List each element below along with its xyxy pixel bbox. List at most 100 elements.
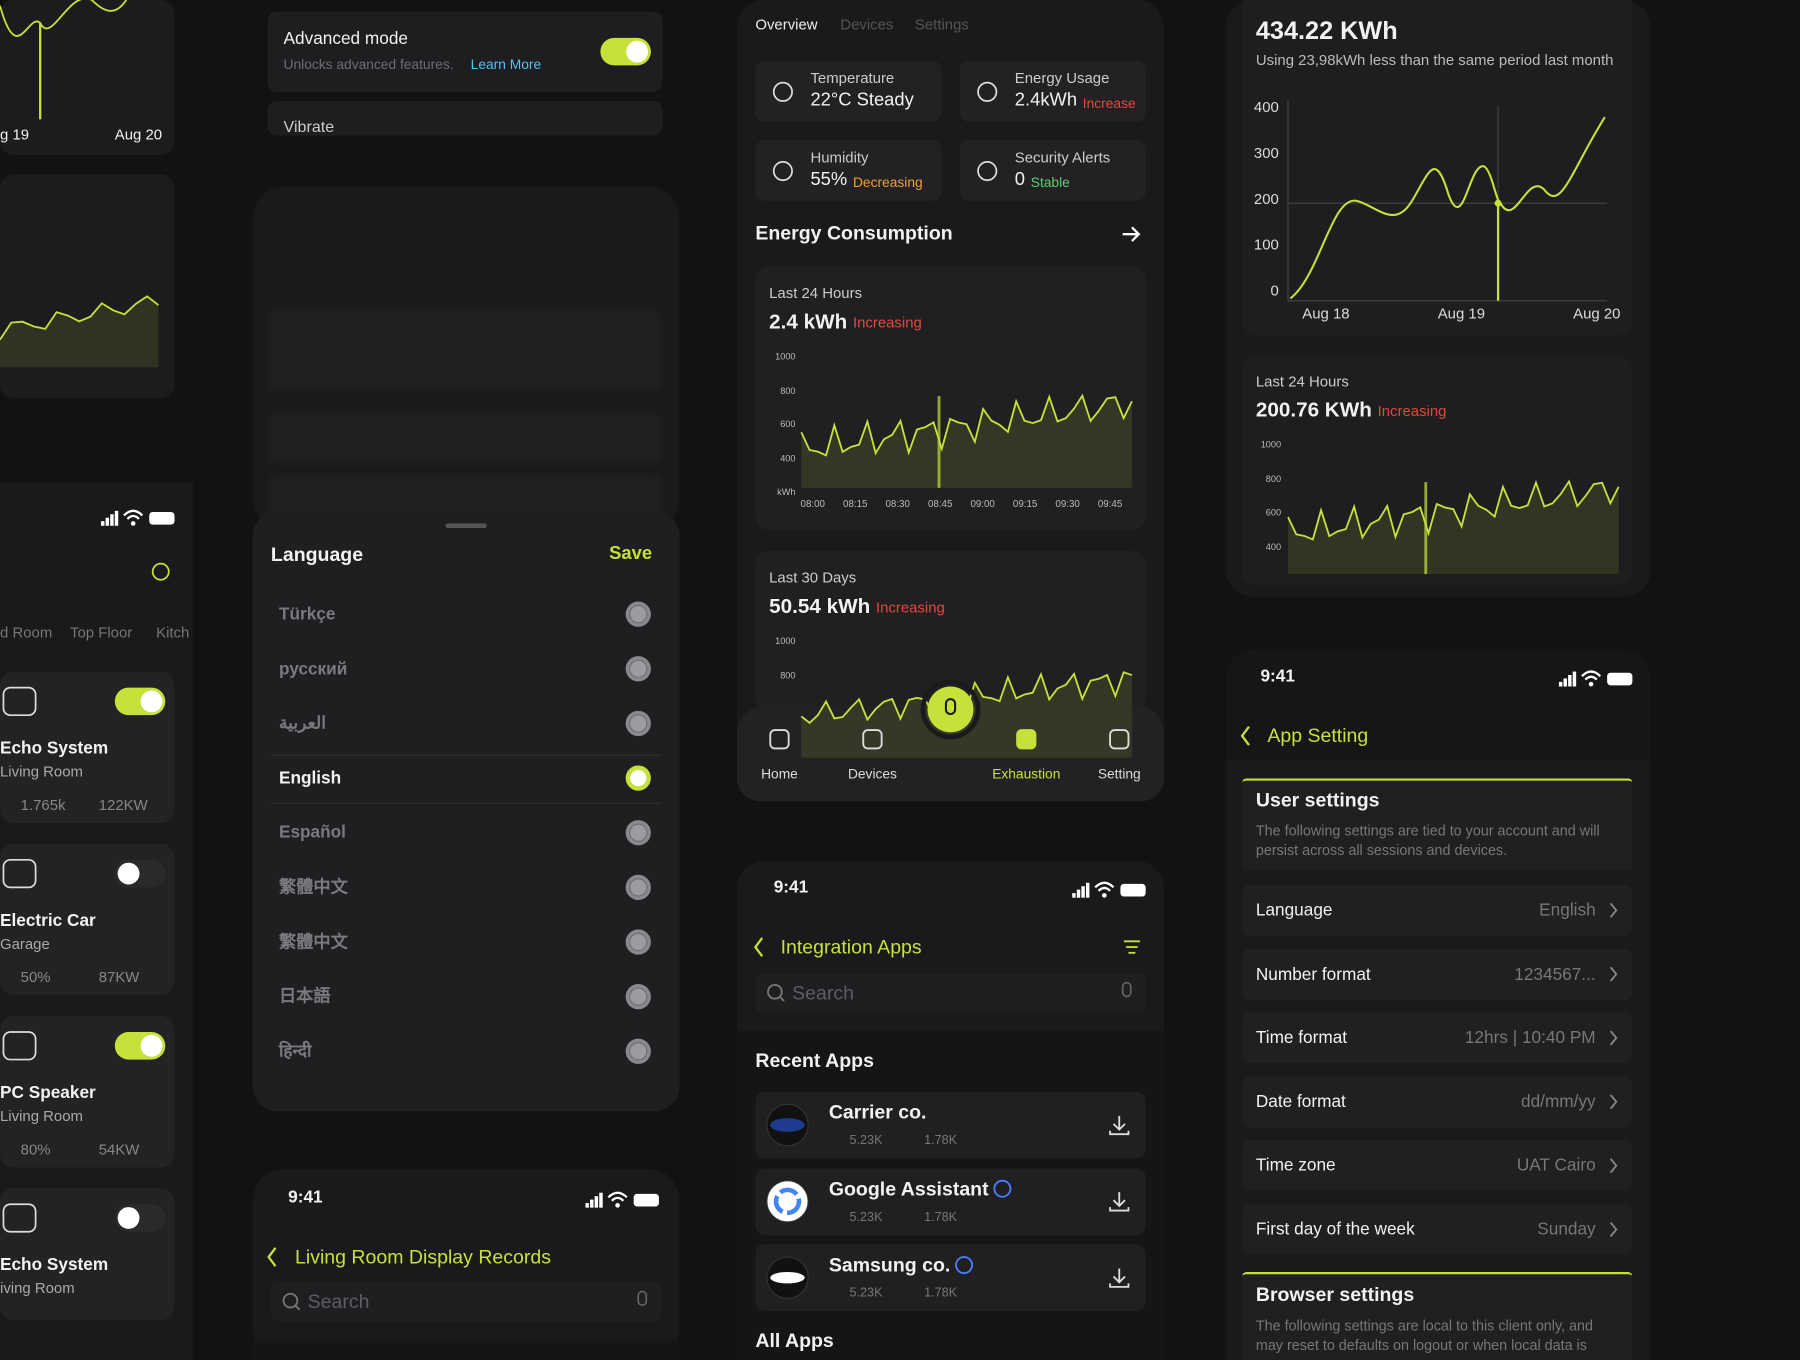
app-stat: 1.78K [924, 1133, 958, 1148]
chart-card [0, 174, 175, 399]
language-option[interactable]: Español [278, 822, 346, 843]
label: g 19 [0, 125, 30, 143]
signal-bar [105, 517, 110, 526]
energy-line-fill [801, 395, 1132, 488]
row-label[interactable]: Language [1255, 900, 1333, 921]
toggle-knob [117, 862, 140, 885]
nav-item[interactable]: Home [761, 765, 798, 782]
label: Last 24 Hours [1255, 372, 1349, 390]
y-tick-label: 400 [1265, 541, 1282, 552]
y-tick-label: kWh [777, 486, 796, 498]
row-value: Sunday [1537, 1219, 1596, 1240]
stat-label: Security Alerts [1014, 148, 1111, 166]
language-option[interactable]: 日本語 [278, 986, 331, 1007]
row-label[interactable]: Number format [1255, 964, 1371, 984]
search-icon [767, 984, 783, 1000]
section-title: Browser settings [1255, 1283, 1415, 1306]
chevron [1609, 1030, 1618, 1046]
device-name: Echo System [0, 1255, 109, 1275]
blurred-row [267, 309, 663, 391]
y-tick-label: 300 [1253, 144, 1279, 162]
tab[interactable]: Overview [755, 15, 818, 33]
tab: d Room [0, 623, 53, 642]
app-name: Google Assistant [828, 1177, 989, 1200]
setting-card [267, 11, 663, 92]
download-icon [1109, 1115, 1130, 1136]
chevron [1609, 966, 1618, 982]
settings-row [1242, 948, 1633, 1000]
y-tick-label: 1000 [1260, 439, 1282, 451]
energy-line [800, 393, 1133, 457]
language-option[interactable]: हिन्दी [278, 1041, 312, 1062]
device-room: Living Room [0, 762, 83, 781]
radio-inner [629, 932, 648, 952]
chevron [1609, 1158, 1618, 1174]
app-stat: 1.78K [924, 1286, 958, 1301]
language-option[interactable]: English [278, 768, 342, 788]
tab: Top Floor [70, 623, 133, 642]
mic-ring [920, 679, 981, 740]
x-tick-label: Aug 19 [1437, 304, 1486, 323]
download-icon [1109, 1192, 1130, 1212]
nav-item[interactable]: Setting [1097, 765, 1141, 782]
signal-bar [110, 514, 114, 526]
trend: Increasing [1377, 402, 1447, 420]
sheet-title: Language [270, 543, 364, 566]
language-option[interactable]: Türkçe [278, 604, 336, 624]
nav-item[interactable]: Devices [847, 765, 897, 782]
radio-inner [629, 987, 648, 1006]
section-title: Energy Consumption [755, 222, 953, 244]
language-option[interactable]: русский [278, 659, 348, 679]
signal-bar [1081, 886, 1085, 898]
wifi-dot [1588, 681, 1594, 687]
row-label[interactable]: Date format [1255, 1092, 1346, 1112]
language-option[interactable]: 繁體中文 [278, 932, 348, 952]
signal-bar [1572, 671, 1577, 687]
app-card [755, 1244, 1146, 1311]
back-icon [267, 1247, 277, 1267]
mini-chart [0, 0, 128, 37]
app-name: Carrier co. [828, 1101, 927, 1124]
wifi-icon [607, 1191, 628, 1202]
stat-label: Humidity [810, 148, 869, 166]
y-tick-label: 600 [1265, 507, 1282, 518]
signal-bar [1568, 675, 1572, 687]
back-icon [753, 937, 764, 957]
y-tick-label: 600 [780, 419, 796, 430]
chart-card [755, 551, 1146, 712]
signal-bar [1085, 882, 1090, 898]
link[interactable]: Learn More [470, 56, 542, 73]
google-logo [773, 1187, 802, 1216]
settings-row [1242, 1076, 1633, 1128]
row-label[interactable]: First day of the week [1255, 1219, 1415, 1240]
settings-card [1242, 778, 1633, 871]
y-tick-label: 400 [780, 452, 796, 464]
x-tick-label: 09:15 [1012, 497, 1038, 510]
language-option[interactable]: العربية [278, 713, 327, 734]
toggle-knob [117, 1207, 140, 1229]
row-label[interactable]: Time zone [1255, 1155, 1336, 1176]
device-stat: 80% [20, 1140, 51, 1158]
row-value: UAT Cairo [1516, 1155, 1596, 1176]
section-title: Recent Apps [755, 1049, 874, 1072]
tab[interactable]: Devices [840, 15, 894, 33]
device-icon [2, 1203, 37, 1233]
mic-icon [637, 1290, 648, 1307]
chevron [1609, 902, 1618, 918]
row-label[interactable]: Time format [1255, 1028, 1348, 1048]
mini-chart [0, 295, 159, 341]
screen-title: Integration Apps [780, 936, 922, 958]
language-option[interactable]: 繁體中文 [278, 877, 348, 898]
marker-dot [1494, 199, 1502, 207]
nav-item[interactable]: Exhaustion [992, 765, 1061, 782]
tab[interactable]: Settings [914, 15, 969, 33]
device-icon [2, 686, 37, 717]
app-stat: 1.78K [924, 1209, 958, 1224]
x-tick-label: 08:45 [927, 497, 953, 510]
sheet-handle [445, 523, 487, 529]
mic-button [927, 686, 974, 733]
label: 9:41 [288, 1187, 323, 1208]
save-button[interactable]: Save [609, 544, 653, 564]
label: 9:41 [773, 877, 809, 898]
